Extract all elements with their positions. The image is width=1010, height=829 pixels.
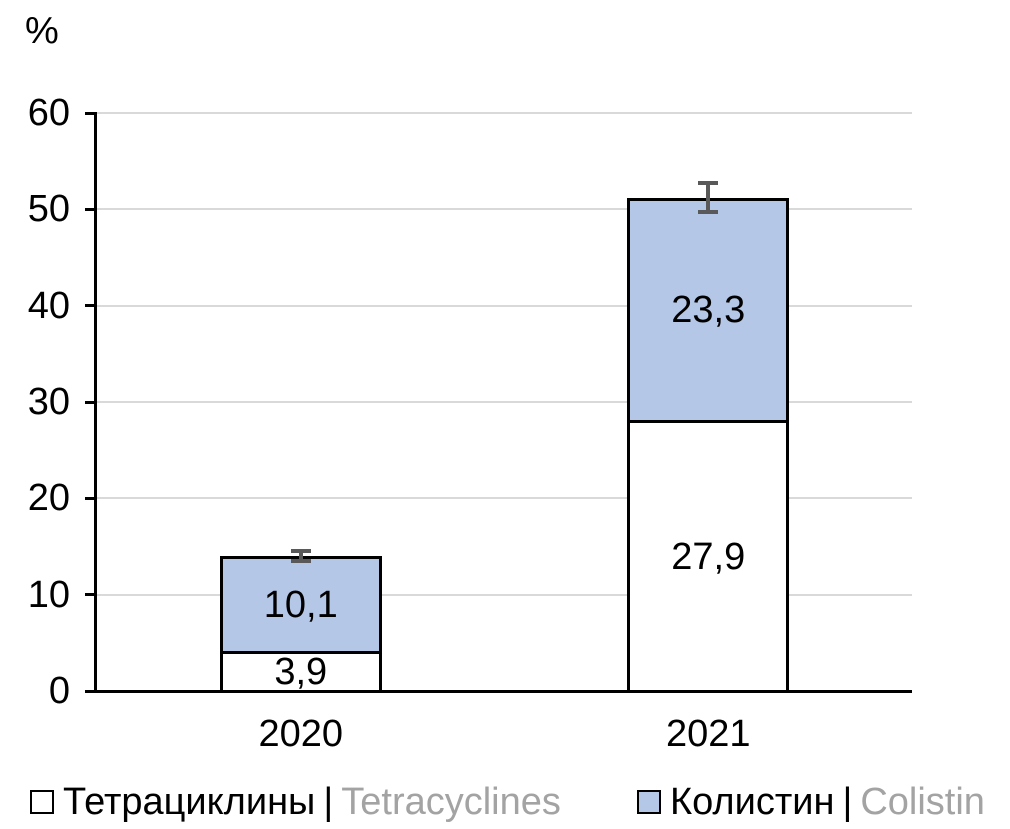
legend-separator: | [842, 780, 853, 823]
legend-label-colistin-en: Colistin [860, 780, 985, 823]
y-tick-label-60: 60 [27, 92, 70, 134]
bar-2021 [627, 197, 790, 693]
error-bar-cap-bottom-2020 [290, 558, 311, 563]
gridline-10 [97, 593, 912, 596]
colistin-swatch [637, 790, 661, 814]
legend-item-colistin: Колистин | Colistin [637, 779, 985, 825]
y-tick-label-30: 30 [27, 381, 70, 423]
gridline-50 [97, 208, 912, 211]
legend-label-colistin-ru: Колистин [670, 780, 835, 823]
y-tick-30 [85, 400, 97, 404]
y-axis-unit-label: % [25, 10, 59, 52]
gridline-30 [97, 401, 912, 403]
y-tick-0 [85, 689, 97, 693]
error-bar-cap-top-2020 [290, 549, 311, 554]
gridline-60 [97, 112, 912, 114]
y-tick-10 [85, 593, 97, 597]
y-tick-40 [85, 304, 97, 308]
y-tick-label-20: 20 [27, 477, 70, 520]
y-tick-label-10: 10 [27, 573, 70, 616]
x-axis-label-2021: 2021 [665, 713, 751, 755]
y-tick-60 [85, 111, 97, 115]
error-bar-line-2020 [298, 551, 303, 561]
bar-segment-colistin-2021 [630, 200, 787, 424]
bar-segment-colistin-2020 [222, 559, 379, 655]
tetracyclines-swatch [30, 790, 54, 814]
value-label-tetracyclines-2020: 3,9 [274, 651, 328, 694]
value-label-colistin-2020: 10,1 [263, 583, 338, 626]
y-axis-line [94, 112, 97, 692]
bar-2020 [219, 556, 382, 693]
y-tick-20 [85, 496, 97, 500]
legend-label-tetracyclines-en: Tetracyclines [341, 780, 561, 823]
gridline-40 [97, 304, 912, 307]
error-bar-cap-top-2021 [698, 181, 719, 186]
legend-item-tetracyclines: Тетрациклины | Tetracyclines [30, 779, 561, 825]
error-bar-line-2021 [706, 183, 711, 213]
legend-label-tetracyclines-ru: Тетрациклины [63, 780, 316, 823]
legend: Тетрациклины | Tetracyclines Колистин | … [0, 779, 1010, 825]
gridline-20 [97, 497, 912, 500]
x-axis-label-2020: 2020 [258, 713, 344, 755]
y-tick-50 [85, 207, 97, 211]
value-label-colistin-2021: 23,3 [671, 289, 746, 331]
x-axis-line [94, 690, 912, 693]
value-label-tetracyclines-2021: 27,9 [671, 535, 746, 578]
legend-separator: | [323, 780, 334, 823]
y-tick-label-0: 0 [48, 670, 70, 712]
y-tick-label-50: 50 [27, 188, 70, 231]
error-bar-cap-bottom-2021 [698, 210, 719, 215]
y-tick-label-40: 40 [27, 284, 70, 327]
